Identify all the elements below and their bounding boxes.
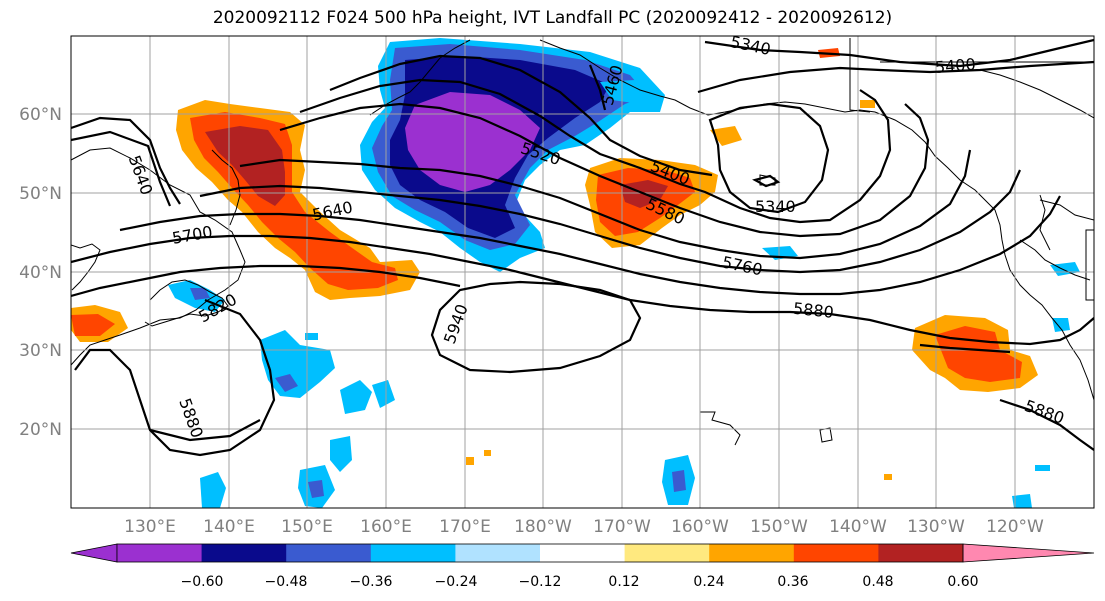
colorbar-segment	[878, 544, 964, 562]
colorbar-tick-label: 0.24	[693, 574, 724, 590]
latitude-labels: 60°N 50°N 40°N 30°N 20°N	[19, 105, 62, 440]
lat-label-50n: 50°N	[19, 184, 62, 204]
colorbar-tick-label: −0.24	[435, 574, 478, 590]
colorbar-tick-label: 0.36	[777, 574, 808, 590]
colorbar-under-extension	[70, 543, 118, 563]
lon-label-150w: 150°W	[750, 517, 808, 537]
contour-label-5400-ne: 5400	[934, 54, 976, 76]
colorbar-segment	[793, 544, 879, 562]
colorbar-segment	[624, 544, 710, 562]
graticule	[71, 36, 1094, 508]
lon-label-120w: 120°W	[986, 517, 1044, 537]
ivt-positive-shading	[71, 48, 1038, 480]
lon-label-170e: 170°E	[439, 517, 491, 537]
lat-label-20n: 20°N	[19, 420, 62, 440]
height-contours	[71, 38, 1094, 457]
colorbar-tick-label: 0.60	[947, 574, 978, 590]
lat-label-40n: 40°N	[19, 263, 62, 283]
colorbar-over-extension	[962, 543, 1095, 563]
contour-label-5880-mid: 5880	[792, 299, 834, 322]
colorbar-tick-label: −0.48	[265, 574, 308, 590]
map-title: 2020092112 F024 500 hPa height, IVT Land…	[212, 8, 893, 28]
contour-label-5340-low: 5340	[755, 197, 796, 216]
lon-label-130e: 130°E	[124, 517, 176, 537]
longitude-labels: 130°E 140°E 150°E 160°E 170°E 180°W 170°…	[124, 517, 1044, 537]
colorbar-tick-label: −0.12	[519, 574, 562, 590]
lat-label-60n: 60°N	[19, 105, 62, 125]
lon-label-170w: 170°W	[593, 517, 651, 537]
map-border	[70, 35, 1095, 509]
colorbar-segment	[709, 544, 795, 562]
colorbar-tick-label: 0.48	[862, 574, 893, 590]
colorbar-tick-label: 0.12	[608, 574, 639, 590]
lon-label-130w: 130°W	[907, 517, 965, 537]
colorbar	[70, 543, 1095, 563]
lon-label-140e: 140°E	[203, 517, 255, 537]
lon-label-140w: 140°W	[829, 517, 887, 537]
colorbar-segment	[370, 544, 456, 562]
colorbar-border	[116, 543, 964, 563]
coastlines	[71, 38, 1094, 446]
lon-label-180w: 180°W	[514, 517, 572, 537]
colorbar-segment	[117, 544, 203, 562]
lon-label-160e: 160°E	[360, 517, 412, 537]
lon-label-160w: 160°W	[671, 517, 729, 537]
colorbar-segment	[201, 544, 287, 562]
lon-label-150e: 150°E	[281, 517, 333, 537]
colorbar-segment	[286, 544, 372, 562]
colorbar-segment	[540, 544, 626, 562]
colorbar-tick-label: −0.60	[181, 574, 224, 590]
colorbar-tick-labels: −0.60 −0.48 −0.36 −0.24 −0.12 0.12 0.24 …	[181, 574, 979, 590]
lat-label-30n: 30°N	[19, 341, 62, 361]
colorbar-tick-label: −0.36	[350, 574, 393, 590]
colorbar-segment	[455, 544, 541, 562]
